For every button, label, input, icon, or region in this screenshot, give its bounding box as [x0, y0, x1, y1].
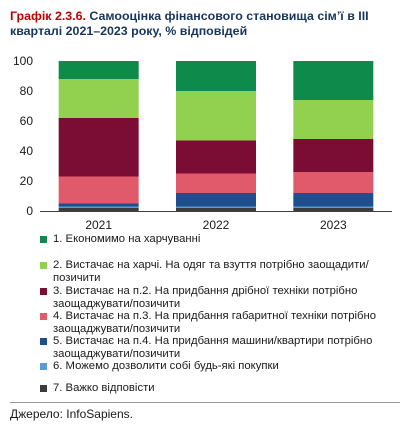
bar-segment	[293, 61, 374, 100]
x-tick-label: 2022	[203, 218, 230, 232]
bar-segment	[58, 79, 139, 118]
legend-swatch	[40, 385, 47, 392]
bar-segment	[176, 61, 256, 91]
legend-label: 3. Вистачає на п.2. На придбання дрібної…	[53, 285, 358, 310]
bar-segment	[58, 206, 139, 208]
bar-segment	[176, 91, 256, 141]
legend-label: 1. Економимо на харчуванні	[53, 233, 201, 245]
bar-segment	[58, 208, 139, 211]
legend-label: 4. Вистачає на п.3. На придбання габарит…	[53, 310, 376, 335]
legend-swatch	[40, 262, 47, 269]
chart-title: Графік 2.3.6. Самооцінка фінансового ста…	[10, 9, 400, 39]
bar-segment	[293, 172, 374, 193]
x-tick-label: 2023	[320, 218, 347, 232]
bar-segment	[176, 173, 256, 193]
stacked-bar-chart: 0 20 40 60 80 100 2021 2022 2023	[13, 54, 392, 232]
bar-segment	[293, 193, 374, 207]
y-tick-label: 100	[13, 54, 33, 68]
bar-segment	[58, 118, 139, 177]
bar-segment	[176, 208, 256, 211]
y-tick-label: 0	[26, 204, 33, 218]
footer-divider	[10, 402, 400, 403]
bar-segment	[58, 203, 139, 207]
x-tick-label: 2021	[85, 218, 112, 232]
chart-title-text: Самооцінка фінансового становища сім’ї в…	[10, 9, 369, 38]
y-tick-label: 20	[20, 174, 34, 188]
bar-segment	[176, 193, 256, 207]
legend-swatch	[40, 313, 47, 320]
chart-number: Графік 2.3.6.	[10, 9, 86, 23]
y-tick-label: 40	[20, 144, 34, 158]
bar-segment	[58, 176, 139, 204]
legend-swatch	[40, 363, 47, 370]
bar-segment	[293, 100, 374, 139]
bar-segment	[176, 140, 256, 174]
legend-swatch	[40, 338, 47, 345]
legend-swatch	[40, 288, 47, 295]
bar-segment	[293, 206, 374, 208]
legend-swatch	[40, 236, 47, 243]
bar-segment	[293, 208, 374, 211]
source-note: Джерело: InfoSapiens.	[10, 407, 133, 421]
legend-label: 7. Важко відповісти	[53, 382, 155, 394]
bar-segment	[58, 61, 139, 79]
y-tick-label: 80	[20, 84, 34, 98]
legend-label: 2. Вистачає на харчі. На одяг та взуття …	[53, 259, 369, 284]
legend-label: 6. Можемо дозволити собі будь-які покупк…	[53, 360, 279, 372]
bar-segment	[176, 206, 256, 208]
y-tick-label: 60	[20, 114, 34, 128]
legend-label: 5. Вистачає на п.4. На придбання машини/…	[53, 335, 373, 360]
bar-segment	[293, 139, 374, 172]
